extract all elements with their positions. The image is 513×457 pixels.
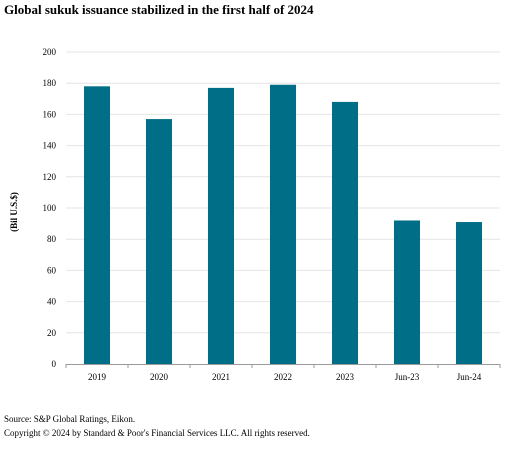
bars: [83, 84, 483, 365]
bar-2019: [83, 86, 111, 364]
bar-jun-24: [455, 222, 483, 364]
x-tick-label: 2020: [150, 372, 169, 382]
y-tick-label: 20: [47, 328, 57, 338]
y-tick-label: 140: [43, 141, 57, 151]
y-tick-label: 80: [47, 234, 57, 244]
y-tick-label: 160: [43, 109, 57, 119]
y-tick-label: 100: [43, 203, 57, 213]
bar-2022: [269, 84, 297, 364]
x-tick-label: 2019: [88, 372, 107, 382]
chart-title: Global sukuk issuance stabilized in the …: [4, 2, 314, 17]
y-tick-label: 180: [43, 78, 57, 88]
x-tick-label: 2022: [274, 372, 292, 382]
x-tick-label: Jun-24: [457, 372, 482, 382]
y-tick-label: 200: [43, 47, 57, 57]
y-axis-label: (Bil U.S.$): [9, 192, 19, 232]
x-tick-label: 2023: [336, 372, 355, 382]
y-tick-label: 40: [47, 297, 57, 307]
y-tick-label: 0: [52, 359, 57, 369]
source-note: Source: S&P Global Ratings, Eikon.: [4, 414, 136, 424]
bar-2020: [145, 119, 173, 364]
y-tick-label: 120: [43, 172, 57, 182]
bar-2021: [207, 87, 235, 364]
y-tick-label: 60: [47, 265, 57, 275]
x-tick-label: 2021: [212, 372, 230, 382]
x-tick-labels: 2019 2020 2021 2022 2023 Jun-23 Jun-24: [88, 372, 482, 382]
y-tick-labels: 0 20 40 60 80 100 120 140 160 180 200: [43, 47, 57, 369]
x-tick-label: Jun-23: [395, 372, 420, 382]
bar-2023: [331, 101, 359, 365]
axes: [65, 364, 501, 368]
bar-jun-23: [393, 220, 421, 364]
copyright-note: Copyright © 2024 by Standard & Poor's Fi…: [4, 428, 310, 438]
bar-chart: 0 20 40 60 80 100 120 140 160 180 200 2019 2020 2021…: [9, 47, 501, 382]
